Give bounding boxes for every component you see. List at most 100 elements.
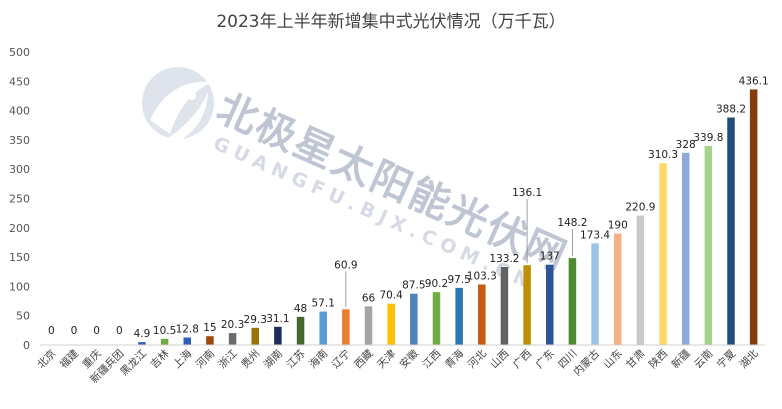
data-label: 4.9 [134, 328, 151, 340]
x-tick-label: 陕西 [646, 347, 670, 371]
data-label: 0 [48, 325, 55, 337]
x-tick-label: 吉林 [148, 347, 172, 371]
x-tick-label: 西藏 [352, 347, 376, 371]
bar [659, 163, 667, 345]
x-tick-label: 湖北 [737, 347, 761, 371]
x-tick-label: 广东 [533, 347, 557, 371]
bar [704, 145, 713, 345]
y-tick-label: 300 [9, 163, 30, 176]
data-label: 31.1 [266, 313, 289, 325]
x-tick-label: 湖南 [261, 347, 285, 371]
bar [160, 338, 169, 345]
data-label: 29.3 [244, 314, 267, 326]
data-label: 97.5 [447, 274, 470, 286]
data-label: 339.8 [693, 132, 723, 144]
bars [138, 89, 758, 345]
data-label: 20.3 [221, 319, 244, 331]
bar [183, 337, 192, 345]
data-label: 60.9 [334, 259, 357, 271]
data-label: 90.2 [425, 278, 448, 290]
data-label: 57.1 [312, 298, 335, 310]
y-tick-label: 350 [9, 134, 30, 147]
x-tick-label: 贵州 [238, 347, 262, 371]
data-labels: 0 0 0 0 4.9 10.5 12.8 15 20.3 29.3 31.1 48 57.1 60.9 6… [48, 75, 769, 340]
bar [727, 117, 735, 345]
x-tick-label: 广西 [511, 348, 534, 371]
bar [636, 215, 645, 345]
bar [591, 243, 599, 345]
y-tick-label: 500 [9, 46, 30, 59]
y-tick-label: 400 [9, 105, 30, 118]
x-tick-label: 海南 [306, 347, 330, 371]
bar [749, 89, 758, 345]
data-label: 10.5 [153, 325, 176, 337]
data-label: 87.5 [402, 280, 425, 292]
x-axis: 北京 福建 重庆新疆兵团黑龙江 吉林 上海 河南 浙江 贵州 湖南 江苏 海南 辽宁 西藏 天津 安徽 江西青… [34, 347, 761, 386]
data-label: 136.1 [512, 187, 542, 199]
y-tick-label: 200 [9, 222, 30, 235]
bar [455, 287, 463, 345]
data-label: 310.3 [648, 149, 678, 161]
x-tick-label: 山东 [601, 347, 625, 371]
bar [546, 264, 554, 345]
x-tick-label: 辽宁 [329, 347, 353, 371]
x-tick-label: 青海 [442, 347, 466, 371]
x-tick-label: 甘肃 [623, 347, 647, 371]
bar [296, 316, 305, 345]
data-label: 137 [540, 251, 560, 263]
data-label: 12.8 [176, 323, 199, 335]
x-tick-label: 内蒙古 [571, 347, 602, 378]
data-label: 173.4 [580, 229, 610, 241]
bar [523, 265, 531, 345]
x-tick-label: 新疆 [669, 347, 693, 371]
bar [206, 336, 214, 345]
x-tick-label: 北京 [34, 347, 58, 371]
bar [387, 303, 395, 345]
data-label: 0 [71, 325, 78, 337]
bar [432, 292, 441, 345]
bar [500, 266, 509, 345]
chart-title: 2023年上半年新增集中式光伏情况（万千瓦） [216, 12, 565, 32]
bar [138, 342, 146, 345]
x-tick-label: 上海 [170, 347, 194, 371]
data-label: 70.4 [379, 290, 403, 302]
y-tick-label: 50 [16, 310, 30, 323]
y-tick-label: 100 [9, 280, 30, 293]
data-label: 103.3 [467, 270, 497, 282]
data-label: 133.2 [489, 253, 519, 265]
label-leaders [345, 199, 573, 308]
data-label: 66 [362, 292, 376, 304]
watermark-main-text: 北极星太阳能光伏网 [210, 85, 574, 281]
y-tick-label: 150 [9, 251, 30, 264]
data-label: 48 [294, 303, 307, 315]
bar [478, 284, 486, 345]
x-tick-label: 河北 [466, 347, 490, 371]
bar [681, 152, 690, 345]
y-tick-label: 450 [9, 75, 30, 88]
x-tick-label: 黑龙江 [118, 347, 150, 379]
x-tick-label: 浙江 [216, 347, 240, 371]
bar [410, 293, 418, 345]
bar [228, 333, 237, 345]
y-tick-label: 0 [23, 339, 30, 352]
x-tick-label: 福建 [57, 347, 81, 371]
data-label: 388.2 [716, 104, 746, 116]
data-label: 0 [116, 325, 123, 337]
bar [274, 326, 282, 345]
x-tick-label: 江西 [420, 348, 443, 371]
watermark-logo-icon [142, 67, 214, 142]
y-tick-label: 250 [9, 193, 30, 206]
y-axis: 0 50 100 150 200 250 300 350 400 450 500 [9, 46, 30, 352]
bar [342, 309, 350, 345]
bar [613, 233, 622, 345]
x-tick-label: 河南 [193, 347, 217, 371]
data-label: 328 [676, 139, 696, 151]
data-label: 220.9 [625, 202, 655, 214]
bar [319, 311, 327, 345]
bar [364, 306, 373, 345]
x-tick-label: 天津 [375, 347, 399, 371]
bar [568, 258, 577, 345]
x-tick-label: 云南 [691, 347, 715, 371]
data-label: 0 [93, 325, 100, 337]
